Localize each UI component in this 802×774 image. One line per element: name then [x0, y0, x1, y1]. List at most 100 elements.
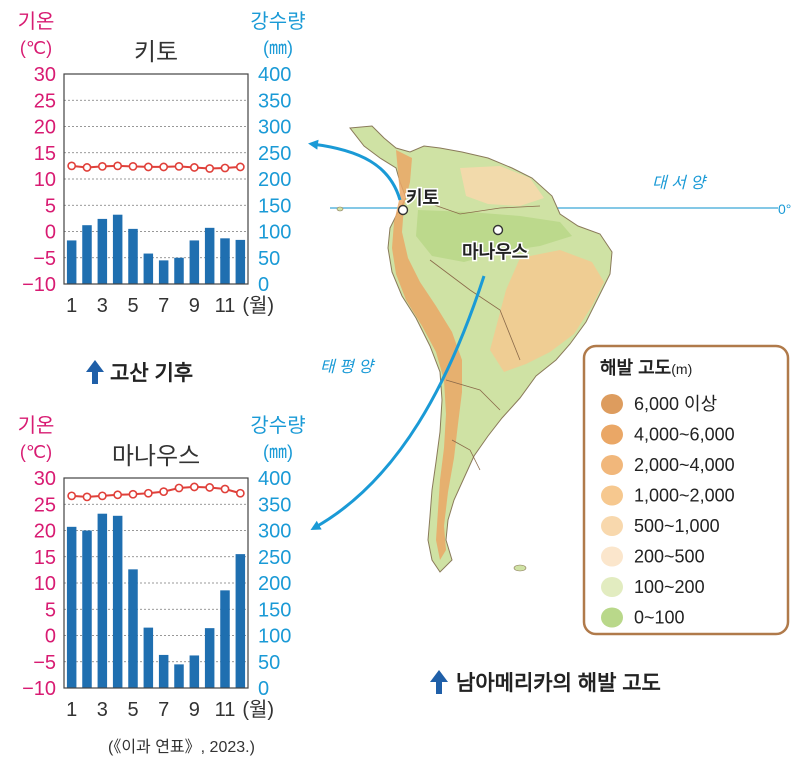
falkland-islands	[513, 564, 527, 572]
map-caption: 남아메리카의 해발 고도	[430, 670, 661, 695]
month-tick-label: 11	[215, 295, 236, 317]
precip-tick-label: 200	[258, 573, 291, 595]
manaus-marker	[492, 224, 504, 236]
temp-point	[205, 483, 215, 492]
legend-swatch	[601, 485, 623, 506]
precip-bar	[158, 260, 169, 284]
temp-tick-label: 10	[34, 573, 56, 595]
month-tick-label: 1	[66, 295, 77, 317]
legend-label: 0~100	[634, 608, 685, 628]
temp-tick-label: 20	[34, 117, 56, 139]
temp-point	[113, 490, 123, 500]
temp-tick-label: 25	[34, 494, 56, 516]
precip-bar	[174, 664, 184, 688]
temp-tick-label: 15	[34, 143, 56, 165]
precip-bar	[189, 240, 200, 284]
pacific-ocean-label: 태 평 양	[320, 358, 375, 376]
temp-point	[159, 487, 169, 497]
temp-point	[174, 161, 184, 171]
map-caption-text: 남아메리카의 해발 고도	[456, 672, 661, 695]
precip-tick-label: 400	[258, 468, 291, 490]
month-tick-label: 9	[189, 699, 200, 721]
temp-point	[235, 162, 245, 172]
temp-point	[143, 488, 153, 498]
temp-point	[159, 162, 169, 172]
caption-arrow-icon	[86, 360, 104, 384]
manaus-pointer-arrow	[310, 275, 486, 530]
precip-bar	[143, 253, 154, 284]
temp-point	[235, 488, 245, 498]
precip-bar	[235, 239, 246, 284]
precip-bar	[112, 214, 123, 284]
legend-swatch	[601, 516, 623, 536]
brazilian-highland	[490, 250, 604, 372]
temp-tick-label: 0	[45, 626, 56, 648]
precip-tick-label: 50	[258, 248, 280, 270]
temp-axis-unit: (℃)	[20, 442, 52, 462]
precip-tick-label: 250	[258, 547, 291, 569]
temp-point	[220, 484, 230, 494]
manaus-map-label: 마나우스	[462, 242, 528, 262]
month-tick-label: 11	[215, 699, 236, 721]
temp-point	[205, 164, 215, 173]
quito-caption: 고산 기후	[86, 360, 193, 385]
temp-tick-label: 5	[45, 599, 56, 621]
temp-point	[97, 491, 107, 501]
elevation-legend: 해발 고도(m) 6,000 이상 4,000~6,000 2,000~4,000 1…	[582, 344, 790, 636]
precip-bar	[112, 515, 123, 688]
temp-point	[143, 162, 153, 172]
temp-tick-label: −10	[22, 274, 56, 296]
precip-axis-unit: (㎜)	[263, 442, 293, 462]
month-tick-label: 9	[189, 295, 200, 317]
precip-bar	[97, 218, 108, 284]
temp-tick-label: 0	[45, 222, 56, 244]
temp-point	[189, 163, 199, 172]
quito-marker	[397, 204, 409, 216]
temp-point	[82, 163, 92, 172]
temp-tick-label: 5	[45, 195, 56, 217]
legend-label: 200~500	[634, 547, 705, 567]
precip-bar	[66, 526, 77, 688]
south-america-map: 키토 마나우스 대 서 양 태 평 양 0°	[308, 125, 791, 573]
temp-point	[97, 161, 107, 171]
quito-pointer-arrow	[308, 139, 402, 201]
caption-arrow-icon	[430, 670, 448, 694]
precip-bar	[158, 654, 169, 688]
month-unit-label: (월)	[242, 294, 274, 317]
legend-label: 6,000 이상	[634, 394, 717, 414]
quito-map-label: 키토	[406, 188, 439, 208]
temp-tick-label: 25	[34, 90, 56, 112]
legend-label: 1,000~2,000	[634, 486, 735, 506]
precip-bar	[82, 225, 92, 284]
precip-axis-label: 강수량	[250, 414, 305, 437]
precip-bar	[204, 628, 215, 688]
temp-tick-label: −10	[22, 678, 56, 700]
temp-point	[67, 491, 77, 501]
chart-title: 마나우스	[112, 443, 200, 470]
temp-point	[189, 482, 199, 492]
temp-tick-label: 10	[34, 169, 56, 191]
temp-tick-label: 30	[34, 64, 56, 86]
precip-bar	[128, 228, 138, 284]
temp-tick-label: 30	[34, 468, 56, 490]
temp-point	[128, 161, 138, 171]
month-tick-label: 7	[158, 295, 169, 317]
temp-point	[174, 483, 184, 493]
legend-label: 4,000~6,000	[634, 425, 735, 445]
temp-point	[220, 163, 230, 173]
country-borders	[419, 199, 541, 471]
temp-line	[71, 164, 241, 170]
legend-swatch	[601, 546, 623, 567]
precip-bar	[82, 530, 92, 688]
temp-point	[82, 492, 92, 502]
galapagos-islands	[336, 206, 344, 212]
precip-tick-label: 350	[258, 90, 291, 112]
precip-tick-label: 0	[258, 678, 269, 700]
temp-point	[128, 489, 138, 499]
legend-swatch	[601, 607, 623, 628]
precip-bar	[128, 569, 138, 688]
precip-tick-label: 300	[258, 117, 291, 139]
temp-axis-label: 기온	[18, 10, 55, 33]
